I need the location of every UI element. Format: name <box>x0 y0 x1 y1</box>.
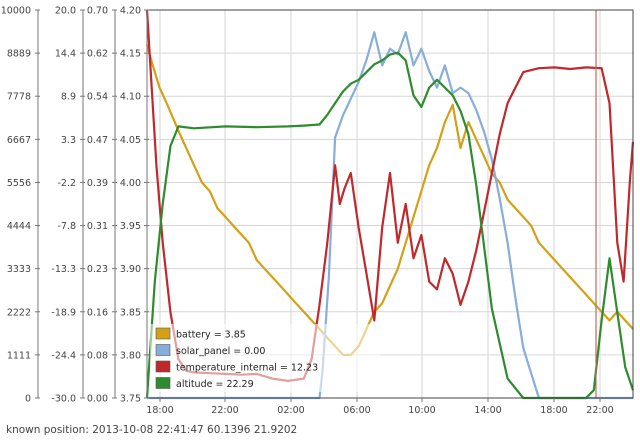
y-tick-label: 7778 <box>7 92 31 103</box>
y-tick-label: 0.00 <box>87 394 108 405</box>
y-tick-label: 0 <box>25 394 31 405</box>
y-tick-label: 3.95 <box>120 221 141 232</box>
y-tick-label: 3.75 <box>120 394 141 405</box>
y-tick-label: 0.70 <box>87 6 108 17</box>
x-tick-label: 06:00 <box>343 405 370 416</box>
x-tick-label: 18:00 <box>146 405 173 416</box>
y-tick-label: 5556 <box>7 178 31 189</box>
y-tick-label: 0.47 <box>87 135 108 146</box>
y-axis-2: 0.00 0.08 0.16 0.23 0.31 0.39 0.47 0.54 0.62 0.70 <box>87 6 117 405</box>
legend-swatch <box>155 360 171 373</box>
y-tick-label: 3.3 <box>61 135 76 146</box>
legend-entry: temperature_internal = 12.23 <box>176 363 318 374</box>
y-tick-label: -2.2 <box>57 178 76 189</box>
y-tick-label: -30.0 <box>51 394 76 405</box>
x-tick-label: 10:00 <box>408 405 435 416</box>
y-tick-label: 4.15 <box>120 49 141 60</box>
known-position-label: known position: 2013-10-08 22:41:47 60.1… <box>6 424 298 436</box>
y-tick-label: 0.08 <box>87 350 108 361</box>
y-tick-label: 0.62 <box>87 49 108 60</box>
legend-box <box>150 324 380 392</box>
y-tick-label: 6667 <box>7 135 31 146</box>
y-tick-label: -7.8 <box>57 221 76 232</box>
series-line-1 <box>147 31 633 400</box>
y-tick-label: 14.4 <box>55 49 76 60</box>
y-axis-3: 3.75 3.80 3.85 3.90 3.95 4.00 4.05 4.10 4.15 4.20 <box>120 6 149 405</box>
legend-swatch <box>155 377 171 389</box>
legend: battery = 3.85 solar_panel = 0.00 temperat… <box>150 324 380 392</box>
x-tick-label: 22:00 <box>586 405 613 416</box>
y-tick-label: 4.10 <box>120 92 141 103</box>
legend-entry: altitude = 22.29 <box>176 379 254 390</box>
y-tick-label: 4444 <box>7 221 31 232</box>
y-axes: 0 1111 2222 3333 4444 5556 6667 7778 8889 10000 -3… <box>1 6 149 405</box>
y-tick-label: 3.85 <box>120 307 141 318</box>
y-tick-label: 0.16 <box>87 307 108 318</box>
y-tick-label: 3333 <box>7 264 31 275</box>
y-tick-label: 0.31 <box>87 221 108 232</box>
y-tick-label: 8889 <box>7 49 31 60</box>
legend-entry: solar_panel = 0.00 <box>176 346 265 357</box>
y-tick-label: 0.23 <box>87 264 108 275</box>
legend-swatch <box>155 327 171 340</box>
y-tick-label: 1111 <box>7 350 31 361</box>
y-tick-label: 8.9 <box>61 92 76 103</box>
y-axis-1: -30.0 -24.4 -18.9 -13.3 -7.8 -2.2 3.3 8.9 14.4 20… <box>51 6 85 405</box>
y-tick-label: 3.90 <box>120 264 141 275</box>
y-tick-label: -13.3 <box>51 264 76 275</box>
series-line-0 <box>145 44 634 356</box>
y-tick-label: -18.9 <box>51 307 76 318</box>
y-axis-0: 0 1111 2222 3333 4444 5556 6667 7778 8889 10000 <box>1 6 40 405</box>
y-tick-label: 10000 <box>1 6 31 17</box>
y-tick-label: 20.0 <box>55 6 76 17</box>
y-tick-label: 4.20 <box>120 6 141 17</box>
legend-swatch <box>155 344 171 356</box>
y-tick-label: 4.05 <box>120 135 141 146</box>
x-tick-label: 02:00 <box>277 405 304 416</box>
y-tick-label: 4.00 <box>120 178 141 189</box>
x-tick-label: 18:00 <box>540 405 567 416</box>
x-axis: 18:00 22:00 02:00 06:00 10:00 14:00 18:00 22:00 <box>146 398 614 416</box>
x-tick-label: 22:00 <box>211 405 238 416</box>
y-tick-label: 2222 <box>7 307 31 318</box>
y-tick-label: 3.80 <box>120 350 141 361</box>
y-tick-label: 0.54 <box>87 92 108 103</box>
x-tick-label: 14:00 <box>474 405 501 416</box>
legend-entry: battery = 3.85 <box>176 330 246 341</box>
y-tick-label: 0.39 <box>87 178 108 189</box>
y-tick-label: -24.4 <box>51 350 76 361</box>
